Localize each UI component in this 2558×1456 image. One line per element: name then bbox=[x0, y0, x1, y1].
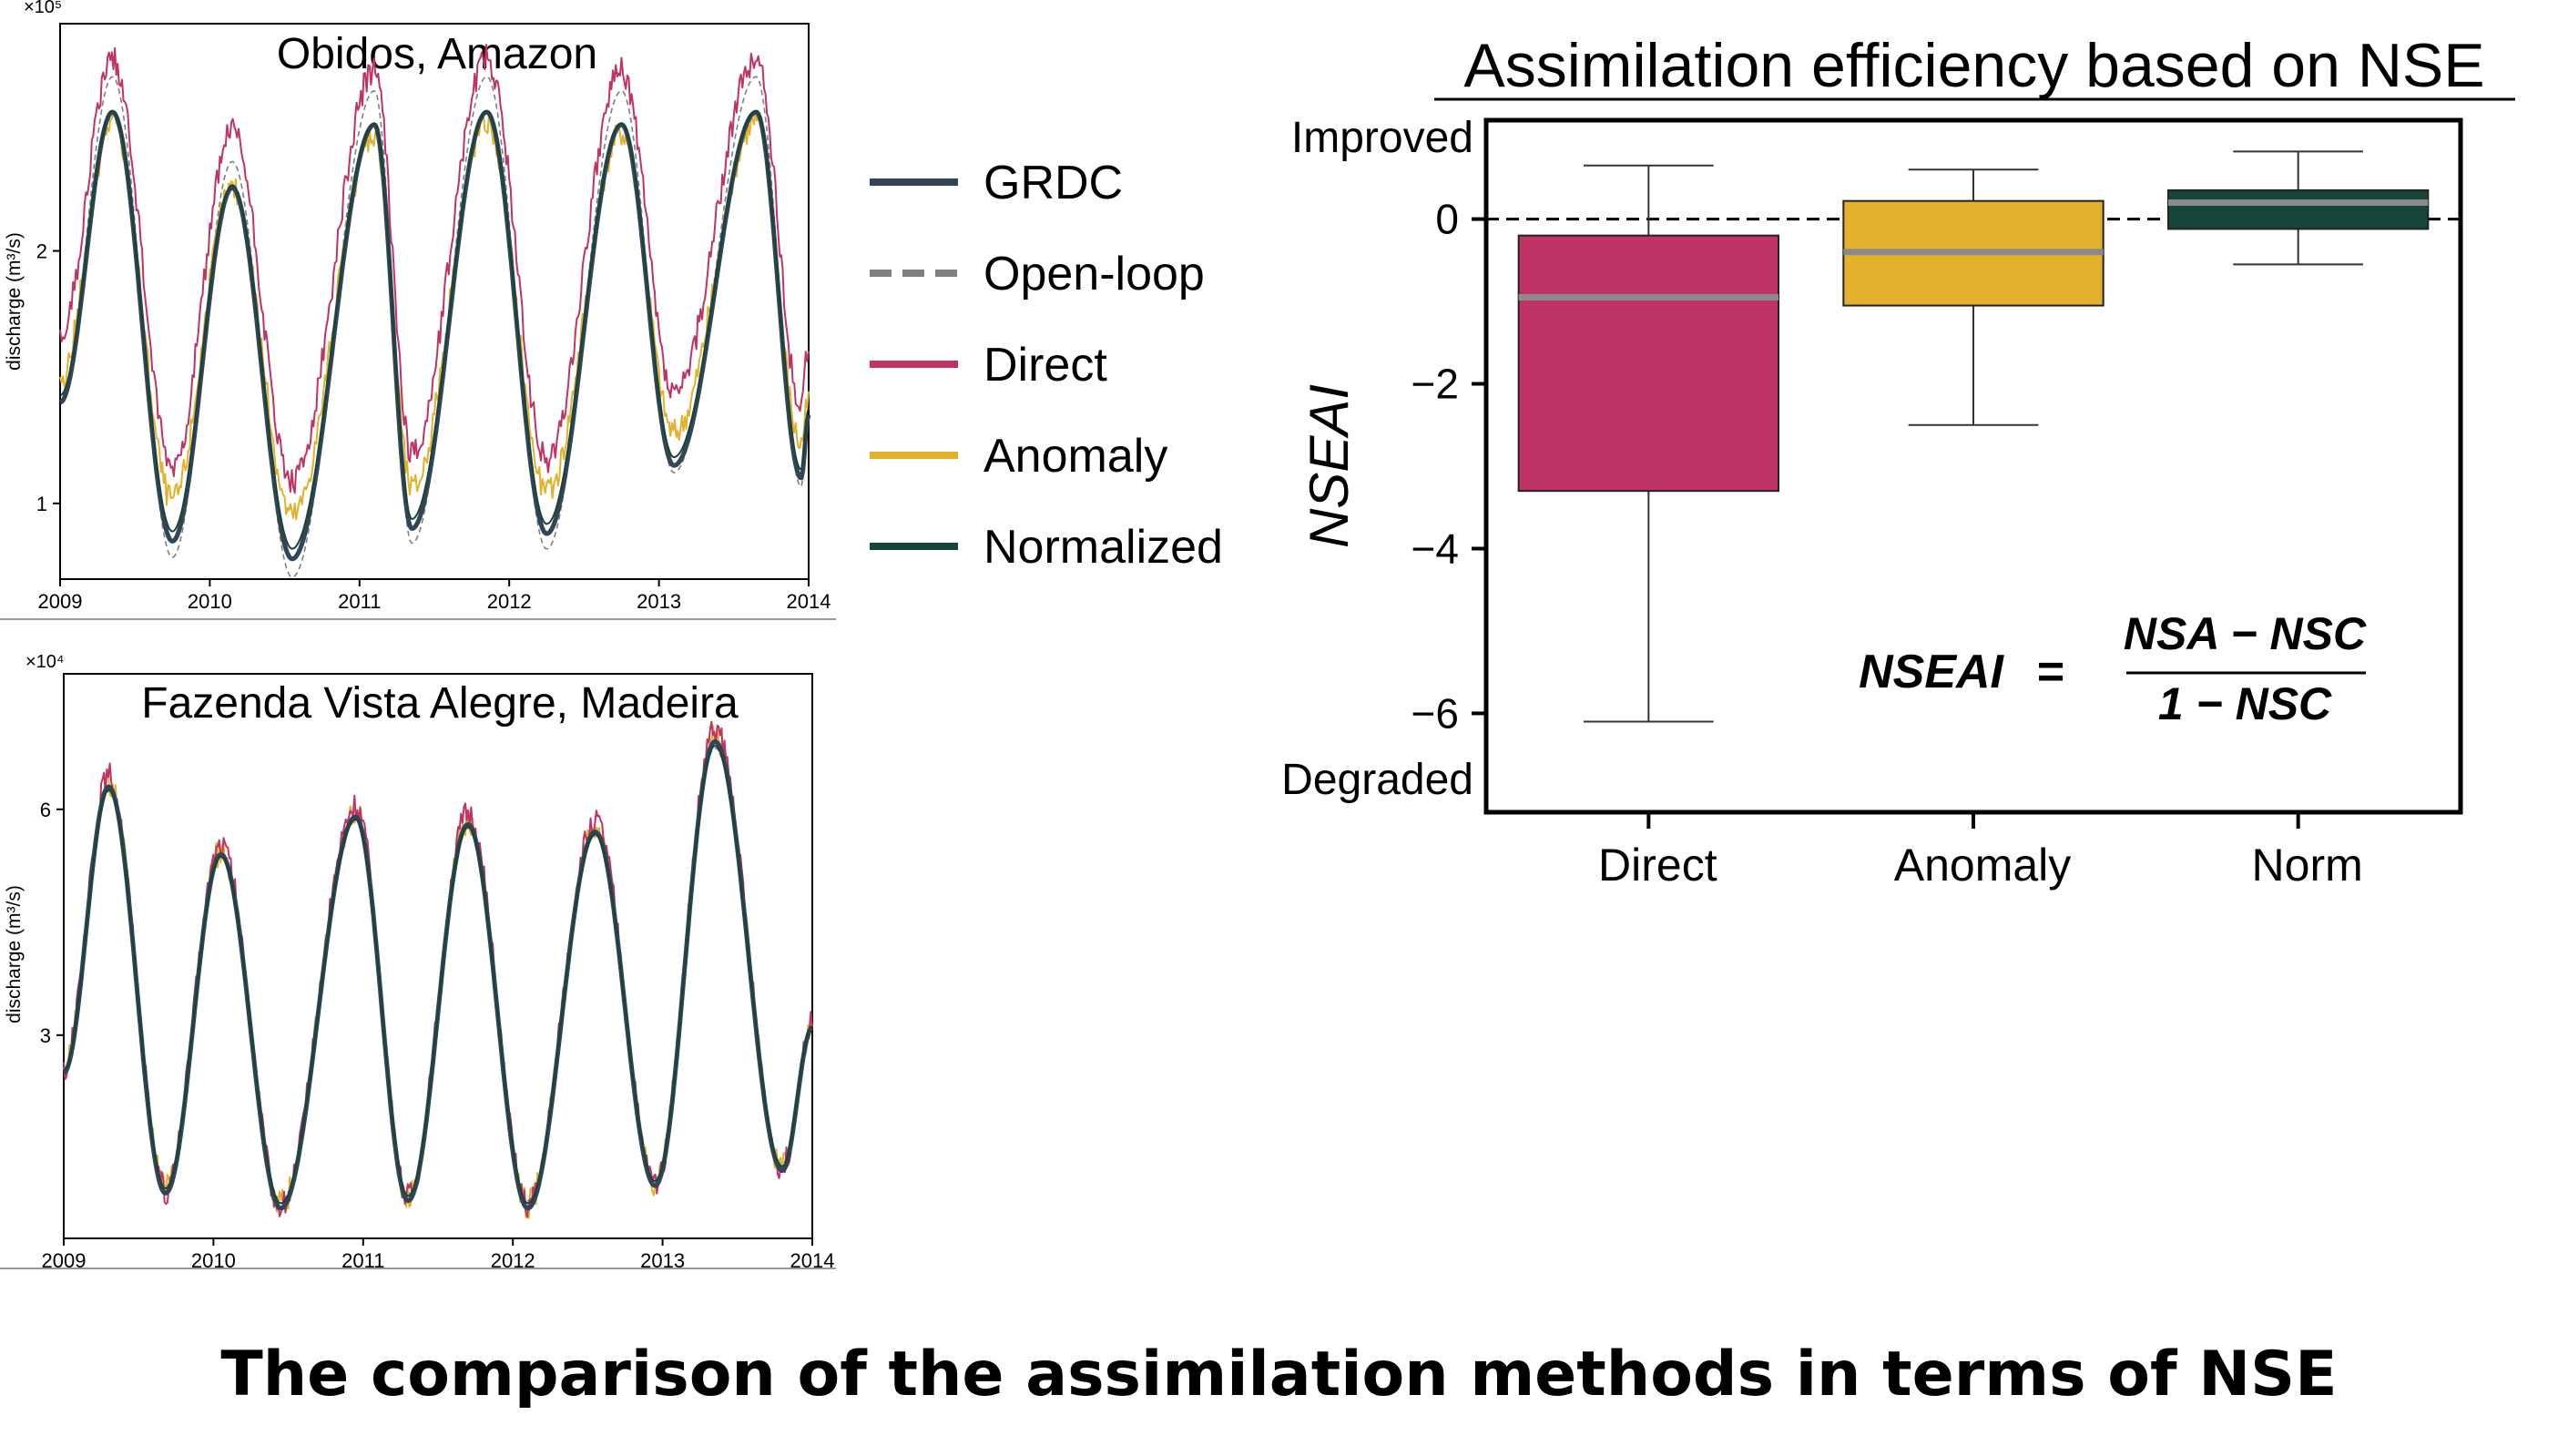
obidos-line-normalized bbox=[59, 109, 810, 550]
boxplot-y-tick-label: −6 bbox=[1411, 689, 1459, 737]
obidos-x-tick-label: 2010 bbox=[188, 590, 232, 613]
legend-label-openloop: Open-loop bbox=[983, 248, 1205, 300]
madeira-y-tick-label: 6 bbox=[40, 799, 51, 821]
boxplot-y-tick-label: −4 bbox=[1411, 524, 1459, 572]
boxplot-x-tick-label: Norm bbox=[2252, 840, 2363, 891]
boxplot-x-tick-label: Direct bbox=[1598, 840, 1717, 891]
nseai-formula: NSEAI = NSA − NSC 1 − NSC bbox=[1859, 608, 2367, 729]
formula-lhs: NSEAI bbox=[1859, 646, 2004, 698]
obidos-x-tick-label: 2011 bbox=[338, 590, 381, 613]
obidos-chart: Obidos, Amazon ×10⁵ discharge (m³/s) 200… bbox=[0, 0, 836, 620]
box-normalized bbox=[2167, 188, 2430, 230]
obidos-line-grdc bbox=[59, 109, 811, 562]
box-direct bbox=[1517, 234, 1779, 493]
obidos-x-tick-label: 2014 bbox=[787, 590, 831, 613]
boxplot-y-label: NSEAI bbox=[1299, 384, 1360, 548]
formula-numerator: NSA − NSC bbox=[2124, 608, 2367, 659]
madeira-x-tick-label: 2011 bbox=[341, 1249, 384, 1272]
formula-denominator: 1 − NSC bbox=[2158, 678, 2332, 729]
madeira-chart: Fazenda Vista Alegre, Madeira ×10⁴ disch… bbox=[0, 652, 836, 1272]
legend-label-direct: Direct bbox=[983, 339, 1107, 392]
legend-label-grdc: GRDC bbox=[983, 157, 1123, 209]
obidos-y-tick-label: 2 bbox=[36, 240, 47, 263]
nseai-boxplot: Assimilation efficiency based on NSE Imp… bbox=[1281, 31, 2515, 891]
obidos-scale-label: ×10⁵ bbox=[24, 0, 62, 17]
madeira-x-tick-label: 2010 bbox=[191, 1249, 236, 1272]
madeira-scale-label: ×10⁴ bbox=[25, 652, 65, 672]
madeira-title: Fazenda Vista Alegre, Madeira bbox=[141, 679, 739, 728]
madeira-x-tick-label: 2014 bbox=[790, 1249, 835, 1272]
obidos-series-group bbox=[59, 44, 811, 578]
madeira-y-label: discharge (m³/s) bbox=[4, 885, 25, 1023]
formula-equals: = bbox=[2037, 646, 2064, 698]
madeira-x-tick-label: 2013 bbox=[640, 1249, 685, 1272]
madeira-x-tick-label: 2012 bbox=[491, 1249, 535, 1272]
obidos-title: Obidos, Amazon bbox=[277, 30, 597, 78]
obidos-x-tick-label: 2013 bbox=[637, 590, 681, 613]
obidos-line-anomaly bbox=[59, 111, 810, 521]
figure-caption: The comparison of the assimilation metho… bbox=[220, 1339, 2338, 1410]
legend-label-anomaly: Anomaly bbox=[983, 430, 1167, 483]
boxplot-y-tick-label: −2 bbox=[1411, 361, 1459, 408]
obidos-x-tick-label: 2009 bbox=[38, 590, 83, 613]
madeira-x-tick-label: 2009 bbox=[42, 1249, 87, 1272]
boxplot-x-tick-label: Anomaly bbox=[1894, 840, 2072, 891]
improved-label: Improved bbox=[1291, 114, 1473, 162]
legend: GRDC Open-loop Direct Anomaly Normalized bbox=[870, 157, 1223, 574]
legend-label-normalized: Normalized bbox=[983, 521, 1223, 574]
obidos-y-tick-label: 1 bbox=[36, 493, 47, 515]
boxplot-title: Assimilation efficiency based on NSE bbox=[1463, 31, 2484, 100]
obidos-plot-frame bbox=[59, 23, 810, 580]
madeira-line-normalized bbox=[63, 745, 813, 1205]
degraded-label: Degraded bbox=[1281, 756, 1473, 804]
boxplot-y-tick-label: 0 bbox=[1435, 196, 1459, 243]
madeira-y-tick-label: 3 bbox=[40, 1024, 51, 1047]
obidos-line-direct bbox=[59, 44, 810, 494]
obidos-x-tick-label: 2012 bbox=[487, 590, 532, 613]
madeira-series-group bbox=[62, 720, 814, 1219]
obidos-y-label: discharge (m³/s) bbox=[4, 232, 25, 371]
